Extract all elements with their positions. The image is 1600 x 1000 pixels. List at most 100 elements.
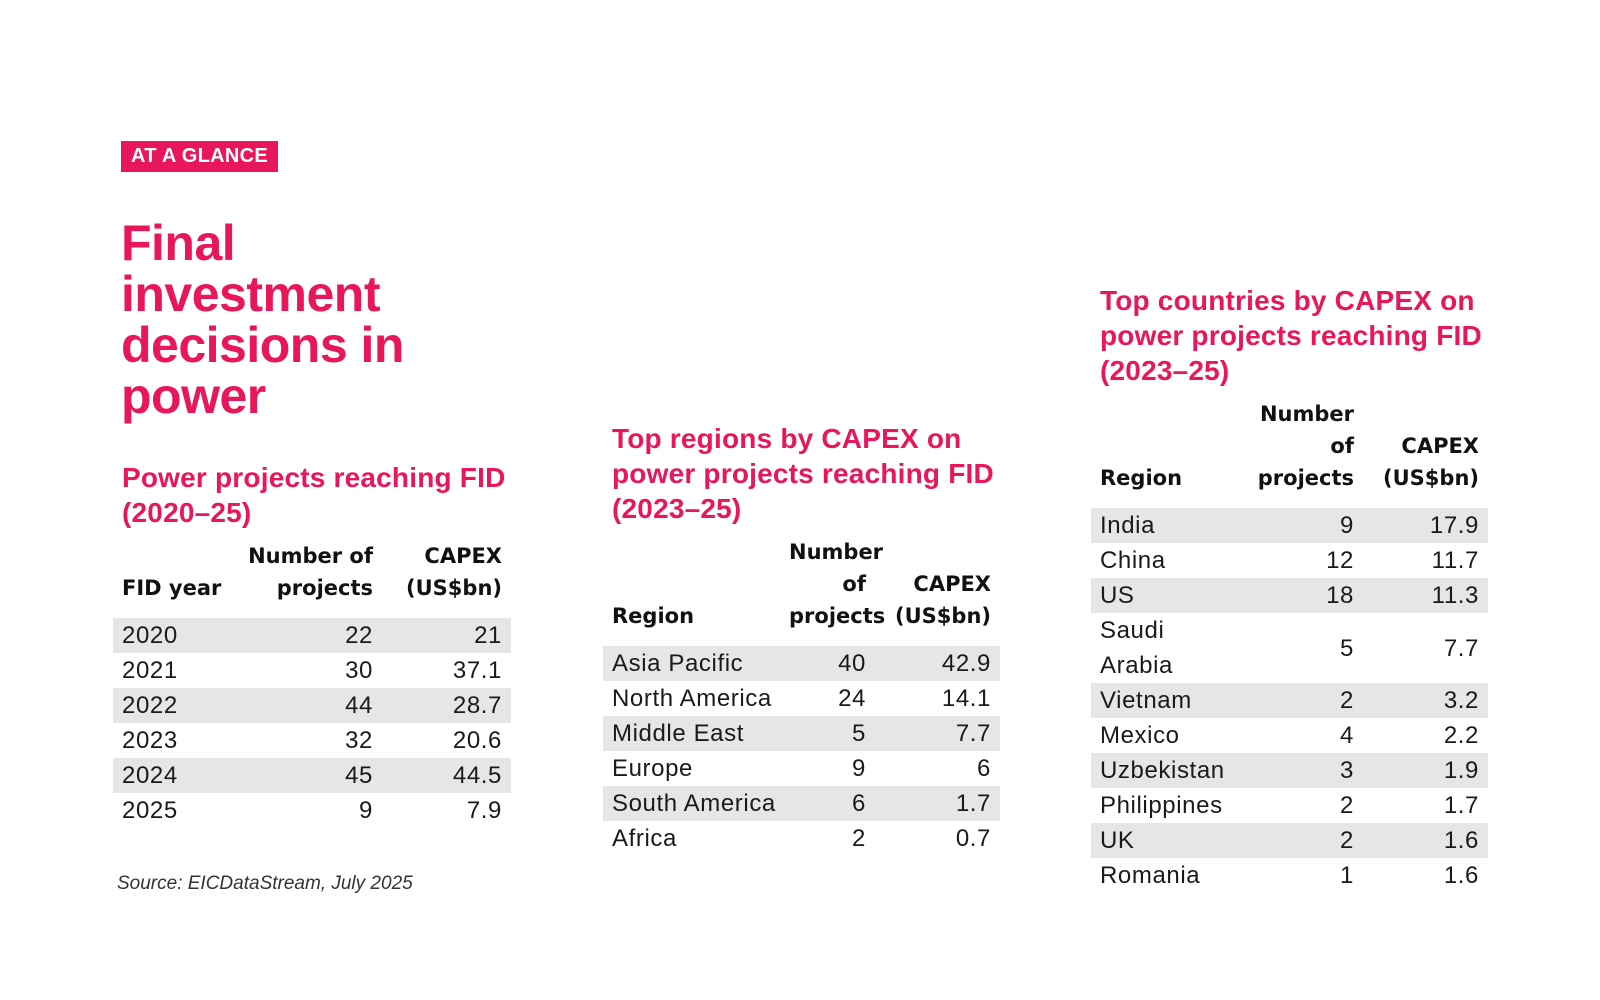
table-row: India 9 17.9: [1091, 508, 1488, 543]
table-body: Asia Pacific 40 42.9 North America 24 14.1 Mid…: [603, 646, 1000, 856]
row-label-cell: China: [1100, 547, 1166, 574]
capex-cell: 20.6: [452, 727, 502, 754]
table-row: Middle East 5 7.7: [603, 716, 1000, 751]
table-row: UK 2 1.6: [1091, 823, 1488, 858]
table-row: South America 6 1.7: [603, 786, 1000, 821]
project-count-cell: 12: [1326, 547, 1354, 574]
section-title: Top countries by CAPEX on power projects…: [1100, 285, 1482, 386]
project-count-cell: 6: [789, 786, 866, 821]
row-label-cell: Middle East: [603, 716, 789, 751]
table-row: 2025 9 7.9: [113, 793, 511, 828]
project-count-cell: 9: [1241, 508, 1354, 543]
table-row: 2023 32 20.6: [113, 723, 511, 758]
table-header-row: Region Number of projects CAPEX (US$bn): [603, 536, 1000, 646]
section-title: Power projects reaching FID (2020–25): [122, 462, 506, 528]
capex-cell: 0.7: [955, 825, 991, 852]
project-count-cell: 32: [345, 727, 373, 754]
capex-cell: 44.5: [373, 758, 511, 793]
table-row: China 12 11.7: [1091, 543, 1488, 578]
project-count-cell: 5: [789, 716, 866, 751]
capex-cell: 2.2: [1443, 722, 1479, 749]
project-count-cell: 44: [223, 688, 373, 723]
column-header: CAPEX (US$bn): [895, 572, 991, 628]
row-label-cell: UK: [1091, 823, 1241, 858]
table-row: US 18 11.3: [1091, 578, 1488, 613]
row-label-cell: Romania: [1100, 862, 1201, 889]
capex-cell: 1.9: [1354, 753, 1488, 788]
capex-cell: 11.3: [1354, 578, 1488, 613]
row-label-cell: 2025: [122, 797, 178, 824]
table-row: 2020 22 21: [113, 618, 511, 653]
row-label-cell: Philippines: [1100, 792, 1223, 819]
capex-cell: 17.9: [1354, 508, 1488, 543]
capex-cell: 14.1: [941, 685, 991, 712]
capex-cell: 1.7: [866, 786, 1000, 821]
row-label-cell: 2022: [113, 688, 223, 723]
row-label-cell: Vietnam: [1091, 683, 1241, 718]
project-count-cell: 3: [1241, 753, 1354, 788]
table-row: 2024 45 44.5: [113, 758, 511, 793]
page-title: Final investment decisions in power: [121, 215, 404, 424]
source-note: Source: EICDataStream, July 2025: [117, 873, 413, 894]
row-label-cell: Europe: [612, 755, 693, 782]
column-header: CAPEX (US$bn): [406, 544, 502, 600]
capex-cell: 1.6: [1443, 862, 1479, 889]
project-count-cell: 22: [223, 618, 373, 653]
table-body: India 9 17.9 China 12 11.7 US 18 11.3 Saudi Arabi…: [1091, 508, 1488, 893]
row-label-cell: Africa: [612, 825, 677, 852]
fid-by-year-table: FID year Number of projects CAPEX (US$bn…: [113, 540, 511, 828]
table-row: Europe 9 6: [603, 751, 1000, 786]
table-row: Africa 2 0.7: [603, 821, 1000, 856]
column-header: Region: [1100, 466, 1183, 490]
top-regions-table: Region Number of projects CAPEX (US$bn) …: [603, 536, 1000, 856]
row-label-cell: 2024: [113, 758, 223, 793]
at-a-glance-badge: AT A GLANCE: [121, 141, 278, 172]
column-header: Region: [612, 604, 695, 628]
capex-cell: 7.7: [1443, 634, 1479, 662]
table-header-row: FID year Number of projects CAPEX (US$bn…: [113, 540, 511, 618]
capex-cell: 28.7: [373, 688, 511, 723]
project-count-cell: 9: [852, 755, 866, 782]
top-countries-table: Region Number of projects CAPEX (US$bn) …: [1091, 398, 1488, 893]
row-label-cell: Mexico: [1100, 722, 1180, 749]
capex-cell: 6: [977, 755, 991, 782]
project-count-cell: 4: [1340, 722, 1354, 749]
project-count-cell: 2: [1340, 792, 1354, 819]
column-header: Number of projects: [789, 540, 886, 628]
capex-cell: 37.1: [452, 657, 502, 684]
table-row: 2022 44 28.7: [113, 688, 511, 723]
table-row: Asia Pacific 40 42.9: [603, 646, 1000, 681]
row-label-cell: India: [1091, 508, 1241, 543]
capex-cell: 1.7: [1443, 792, 1479, 819]
project-count-cell: 2: [1241, 683, 1354, 718]
table-row: Romania 1 1.6: [1091, 858, 1488, 893]
column-header: FID year: [122, 576, 222, 600]
project-count-cell: 30: [345, 657, 373, 684]
top-regions-section: Top regions by CAPEX on power projects r…: [603, 421, 1012, 856]
capex-cell: 42.9: [866, 646, 1000, 681]
project-count-cell: 2: [852, 825, 866, 852]
column-header: Number of projects: [1257, 402, 1354, 490]
project-count-cell: 1: [1340, 862, 1354, 889]
column-header: Number of projects: [248, 544, 373, 600]
capex-cell: 11.7: [1431, 547, 1479, 574]
table-row: North America 24 14.1: [603, 681, 1000, 716]
project-count-cell: 24: [838, 685, 866, 712]
table-header-row: Region Number of projects CAPEX (US$bn): [1091, 398, 1488, 508]
table-row: Mexico 4 2.2: [1091, 718, 1488, 753]
project-count-cell: 45: [223, 758, 373, 793]
capex-cell: 7.9: [466, 797, 502, 824]
table-row: Uzbekistan 3 1.9: [1091, 753, 1488, 788]
capex-cell: 21: [373, 618, 511, 653]
table-row: Saudi Arabia 5 7.7: [1091, 613, 1488, 683]
row-label-cell: 2023: [122, 727, 178, 754]
table-body: 2020 22 21 2021 30 37.1 2022 44 28.7 2023 32 20.6 20…: [113, 618, 511, 828]
capex-cell: 1.6: [1354, 823, 1488, 858]
capex-cell: 7.7: [866, 716, 1000, 751]
capex-cell: 3.2: [1354, 683, 1488, 718]
project-count-cell: 9: [359, 797, 373, 824]
table-row: Philippines 2 1.7: [1091, 788, 1488, 823]
row-label-cell: South America: [603, 786, 789, 821]
fid-by-year-section: Power projects reaching FID (2020–25) FI…: [113, 460, 522, 828]
row-label-cell: 2021: [122, 657, 178, 684]
